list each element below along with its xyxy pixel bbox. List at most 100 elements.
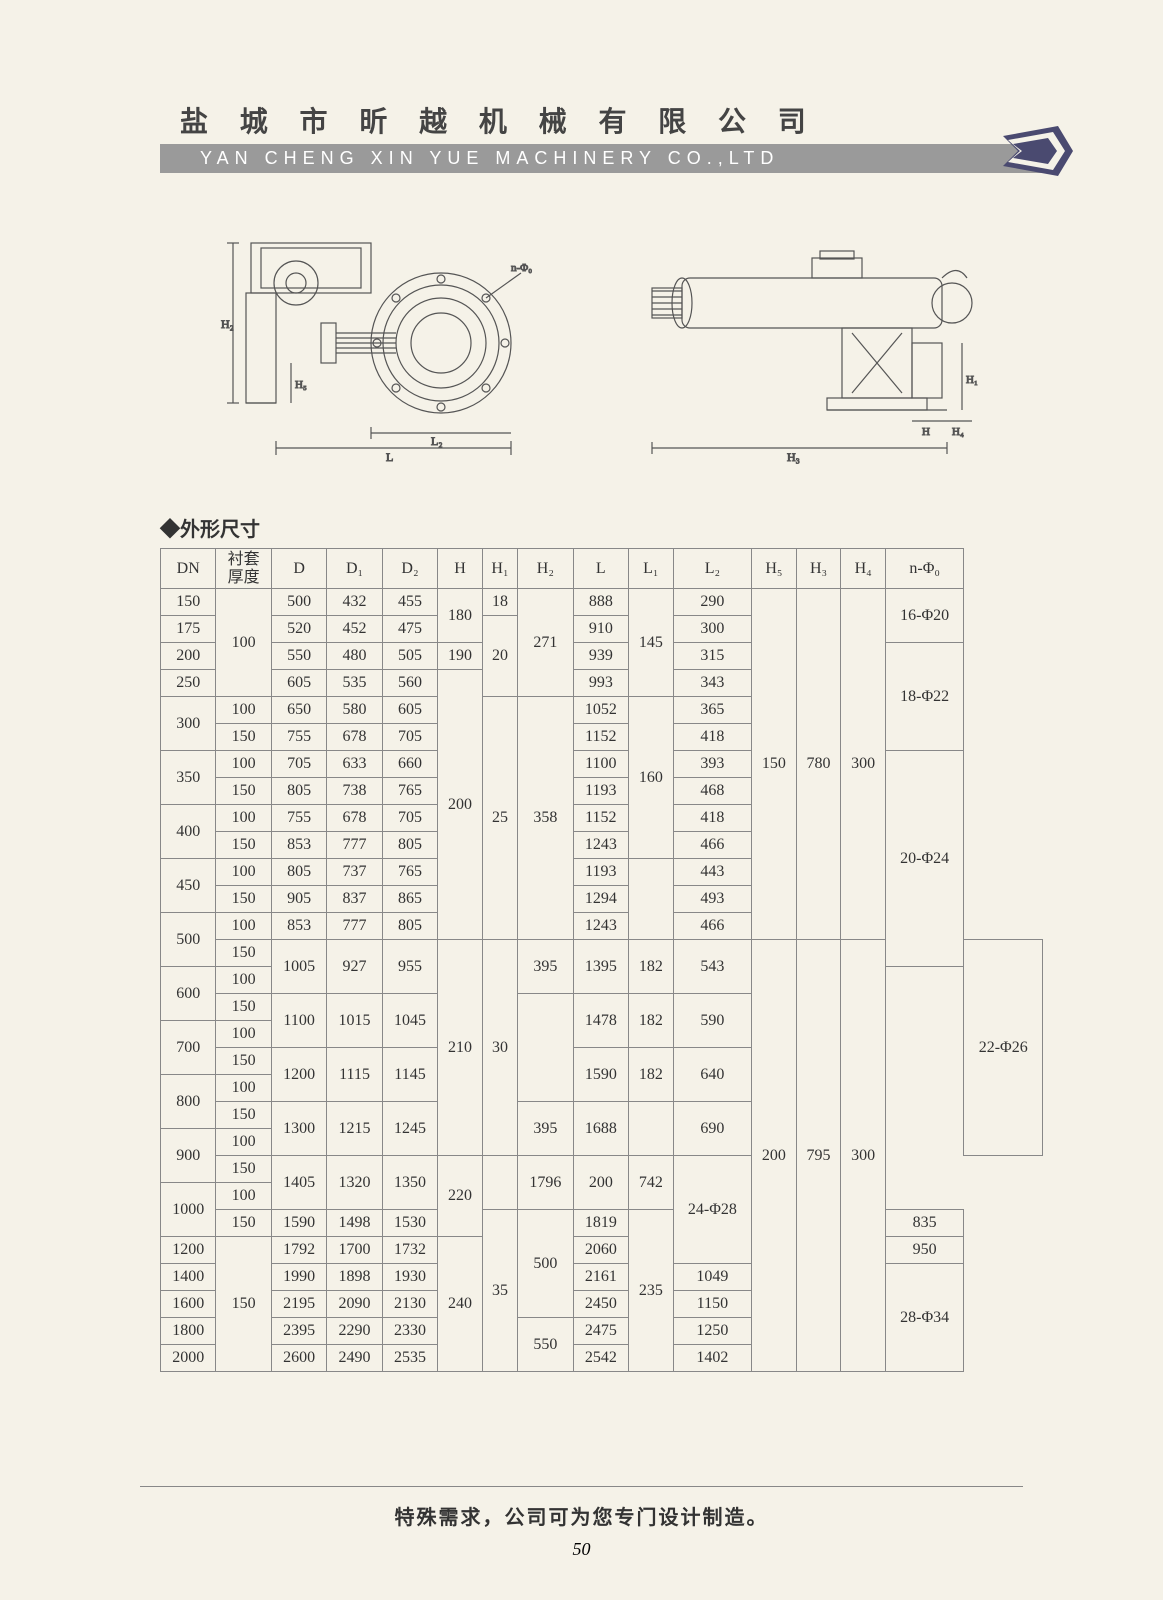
- cell: 100: [216, 1075, 271, 1102]
- cell: 1005: [271, 940, 326, 994]
- cell: 150: [216, 886, 271, 913]
- cell: 500: [518, 1210, 573, 1318]
- cell: 795: [796, 940, 841, 1372]
- cell: 1052: [573, 697, 628, 724]
- cell: 955: [382, 940, 437, 994]
- col-l: L: [573, 549, 628, 589]
- cell: 235: [629, 1210, 674, 1372]
- cell: 1145: [382, 1048, 437, 1102]
- cell: 650: [271, 697, 326, 724]
- cell: 100: [216, 1021, 271, 1048]
- cell: 1819: [573, 1210, 628, 1237]
- cell: 678: [327, 724, 382, 751]
- cell: 480: [327, 643, 382, 670]
- col-h3: H₃: [796, 549, 841, 589]
- cell: 200: [573, 1156, 628, 1210]
- cell: 466: [673, 832, 751, 859]
- cell: 1800: [161, 1318, 216, 1345]
- page-header: 盐 城 市 昕 越 机 械 有 限 公 司 YAN CHENG XIN YUE …: [160, 100, 1043, 173]
- cell: 1990: [271, 1264, 326, 1291]
- cell: 755: [271, 724, 326, 751]
- cell: 24-Φ28: [673, 1156, 751, 1264]
- cell: 455: [382, 589, 437, 616]
- cell: 22-Φ26: [964, 940, 1043, 1156]
- cell: 805: [271, 859, 326, 886]
- cell: 550: [271, 643, 326, 670]
- cell: 343: [673, 670, 751, 697]
- dim-label-nphi: n-Φ₀: [511, 262, 532, 274]
- cell: 182: [629, 940, 674, 994]
- header-flag-icon: [1003, 126, 1073, 176]
- cell: 28-Φ34: [885, 1264, 963, 1372]
- cell: 777: [327, 913, 382, 940]
- cell: 300: [673, 616, 751, 643]
- company-name-en-bar: YAN CHENG XIN YUE MACHINERY CO.,LTD: [160, 144, 1043, 173]
- cell: 1200: [271, 1048, 326, 1102]
- cell: 633: [327, 751, 382, 778]
- cell: 738: [327, 778, 382, 805]
- cell: 1600: [161, 1291, 216, 1318]
- cell: 365: [673, 697, 751, 724]
- cell: 2490: [327, 1345, 382, 1372]
- col-d1: D₁: [327, 549, 382, 589]
- cell: 100: [216, 913, 271, 940]
- cell: 1898: [327, 1264, 382, 1291]
- cell: 1015: [327, 994, 382, 1048]
- cell: 678: [327, 805, 382, 832]
- cell: 1732: [382, 1237, 437, 1264]
- col-d2: D₂: [382, 549, 437, 589]
- dimension-table: DN 衬套 厚度 D D₁ D₂ H H₁ H₂ L L₁ L₂ H₅ H₃ H…: [160, 548, 1043, 1372]
- dim-label-l: L: [386, 450, 393, 464]
- cell: 1152: [573, 724, 628, 751]
- cell: 939: [573, 643, 628, 670]
- dim-label-h1: H₁: [966, 374, 978, 386]
- cell: 853: [271, 832, 326, 859]
- cell: 705: [382, 805, 437, 832]
- cell: 780: [796, 589, 841, 940]
- cell: 395: [518, 940, 573, 994]
- cell: 1193: [573, 778, 628, 805]
- dim-label-h2: H₂: [221, 317, 234, 331]
- cell: 835: [885, 1210, 963, 1237]
- cell: 150: [216, 778, 271, 805]
- cell: 2600: [271, 1345, 326, 1372]
- cell: 468: [673, 778, 751, 805]
- col-l2: L₂: [673, 549, 751, 589]
- cell: 1294: [573, 886, 628, 913]
- col-h: H: [438, 549, 483, 589]
- cell: 1152: [573, 805, 628, 832]
- cell: 150: [216, 1237, 271, 1372]
- cell: 210: [438, 940, 483, 1156]
- dim-label-h5: H₅: [295, 379, 307, 391]
- cell: 2290: [327, 1318, 382, 1345]
- cell: 1243: [573, 832, 628, 859]
- cell: 300: [841, 589, 886, 940]
- cell: 432: [327, 589, 382, 616]
- cell: 1150: [673, 1291, 751, 1318]
- cell: 150: [216, 832, 271, 859]
- cell: 150: [216, 940, 271, 967]
- cell: 190: [438, 643, 483, 670]
- cell: 805: [382, 832, 437, 859]
- cell: 350: [161, 751, 216, 805]
- cell: 100: [216, 697, 271, 724]
- col-h1: H₁: [482, 549, 517, 589]
- cell: 443: [673, 859, 751, 886]
- cell: 950: [885, 1237, 963, 1264]
- cell: 2395: [271, 1318, 326, 1345]
- cell: 1400: [161, 1264, 216, 1291]
- cell: 1000: [161, 1183, 216, 1237]
- dim-label-l2: L₂: [431, 434, 443, 448]
- drawing-side-view: H₃ H H₄ H₁: [612, 243, 1012, 473]
- cell: 100: [216, 967, 271, 994]
- cell: 1045: [382, 994, 437, 1048]
- cell: 765: [382, 778, 437, 805]
- cell: 1792: [271, 1237, 326, 1264]
- cell: 560: [382, 670, 437, 697]
- cell: 30: [482, 940, 517, 1156]
- cell: 200: [438, 670, 483, 940]
- cell: 418: [673, 805, 751, 832]
- cell: 290: [673, 589, 751, 616]
- cell: 240: [438, 1237, 483, 1372]
- cell: 1478: [573, 994, 628, 1048]
